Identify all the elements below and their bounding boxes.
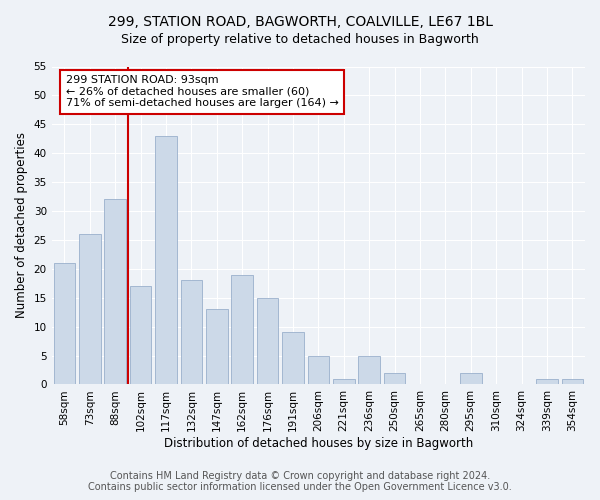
Bar	[257, 298, 278, 384]
Bar	[206, 310, 227, 384]
Bar	[181, 280, 202, 384]
Text: Contains HM Land Registry data © Crown copyright and database right 2024.
Contai: Contains HM Land Registry data © Crown c…	[88, 471, 512, 492]
Text: 299, STATION ROAD, BAGWORTH, COALVILLE, LE67 1BL: 299, STATION ROAD, BAGWORTH, COALVILLE, …	[107, 15, 493, 29]
Y-axis label: Number of detached properties: Number of detached properties	[15, 132, 28, 318]
Bar	[536, 378, 557, 384]
Bar	[308, 356, 329, 384]
Bar	[460, 373, 482, 384]
Bar	[384, 373, 406, 384]
Bar	[130, 286, 151, 384]
Bar	[358, 356, 380, 384]
Text: 299 STATION ROAD: 93sqm
← 26% of detached houses are smaller (60)
71% of semi-de: 299 STATION ROAD: 93sqm ← 26% of detache…	[65, 75, 338, 108]
Bar	[282, 332, 304, 384]
Bar	[232, 274, 253, 384]
Text: Size of property relative to detached houses in Bagworth: Size of property relative to detached ho…	[121, 32, 479, 46]
Bar	[53, 263, 75, 384]
Bar	[333, 378, 355, 384]
Bar	[155, 136, 177, 384]
Bar	[104, 200, 126, 384]
Bar	[79, 234, 101, 384]
Bar	[562, 378, 583, 384]
X-axis label: Distribution of detached houses by size in Bagworth: Distribution of detached houses by size …	[164, 437, 473, 450]
